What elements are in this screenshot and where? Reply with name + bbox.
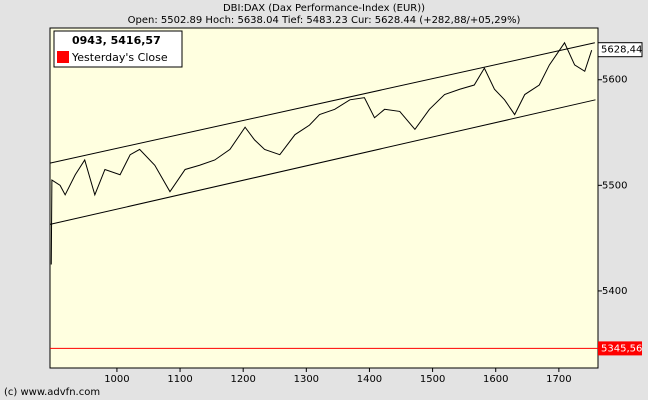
y-tick-label: 5500 [602, 180, 627, 191]
x-tick-label: 1600 [483, 374, 508, 385]
legend-label: Yesterday's Close [71, 51, 168, 64]
x-tick-label: 1500 [420, 374, 445, 385]
x-tick-label: 1000 [104, 374, 129, 385]
legend-box [53, 30, 183, 68]
reference-label: 5345,56 [601, 343, 642, 354]
reference-label-box [598, 341, 642, 356]
copyright: (c) www.advfn.com [4, 387, 100, 398]
y-tick-label: 5600 [602, 75, 627, 86]
price-line [50, 41, 593, 265]
plot-area [49, 27, 599, 369]
last-label-box [597, 42, 643, 58]
last-label: 5628,44 [601, 45, 642, 56]
channel-line [49, 99, 596, 225]
y-tick-label: 5400 [602, 286, 627, 297]
x-tick-label: 1400 [357, 374, 382, 385]
x-tick-label: 1100 [167, 374, 192, 385]
cursor-readout: 0943, 5416,57 [72, 34, 161, 47]
x-tick-label: 1300 [294, 374, 319, 385]
chart-subtitle: Open: 5502.89 Hoch: 5638.04 Tief: 5483.2… [128, 15, 521, 26]
legend-swatch [57, 51, 69, 63]
chart-title: DBI:DAX (Dax Performance-Index (EUR)) [223, 3, 425, 14]
x-tick-label: 1200 [230, 374, 255, 385]
x-tick-label: 1700 [546, 374, 571, 385]
channel-line [49, 42, 595, 164]
